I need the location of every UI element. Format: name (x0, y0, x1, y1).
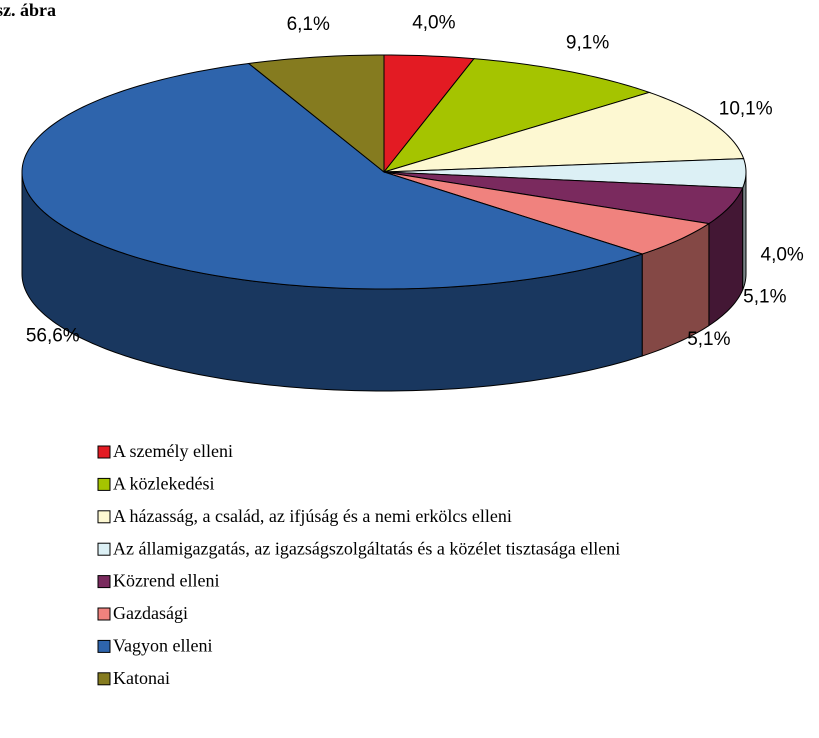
slice (247, 54, 385, 174)
legend-label: A személy elleni (113, 441, 233, 461)
legend-label: A közlekedési (113, 474, 214, 494)
data-label: 5,1% (743, 286, 786, 307)
legend-swatch (97, 575, 111, 589)
data-label: 56,6% (26, 326, 80, 347)
legend-swatch (97, 607, 111, 621)
data-label: 9,1% (566, 32, 609, 53)
legend-swatch (97, 477, 111, 491)
legend-label: Az államigazgatás, az igazságszolgáltatá… (113, 538, 620, 558)
slice (383, 171, 744, 225)
legend-swatch (97, 445, 111, 459)
legend-label: Gazdasági (113, 603, 188, 623)
legend-swatch (97, 542, 111, 556)
legend-swatch (97, 672, 111, 686)
slice (21, 62, 644, 290)
legend-swatch (97, 510, 111, 524)
chart-title: sz. ábra (0, 0, 56, 20)
slice (383, 91, 745, 173)
slice (382, 58, 651, 173)
slice (383, 54, 475, 174)
data-label: 5,1% (687, 329, 730, 350)
legend-label: Katonai (113, 668, 170, 688)
legend-label: A házasság, a család, az ifjúság és a ne… (113, 506, 512, 526)
data-label: 10,1% (719, 98, 773, 119)
legend-swatch (97, 639, 111, 653)
data-label: 4,0% (761, 244, 804, 265)
slice (383, 158, 747, 189)
slice-side (742, 171, 747, 291)
legend-label: Közrend elleni (113, 571, 219, 591)
data-label: 6,1% (287, 14, 330, 35)
legend-label: Vagyon elleni (113, 636, 212, 656)
data-label: 4,0% (412, 12, 455, 33)
slice (383, 171, 711, 255)
